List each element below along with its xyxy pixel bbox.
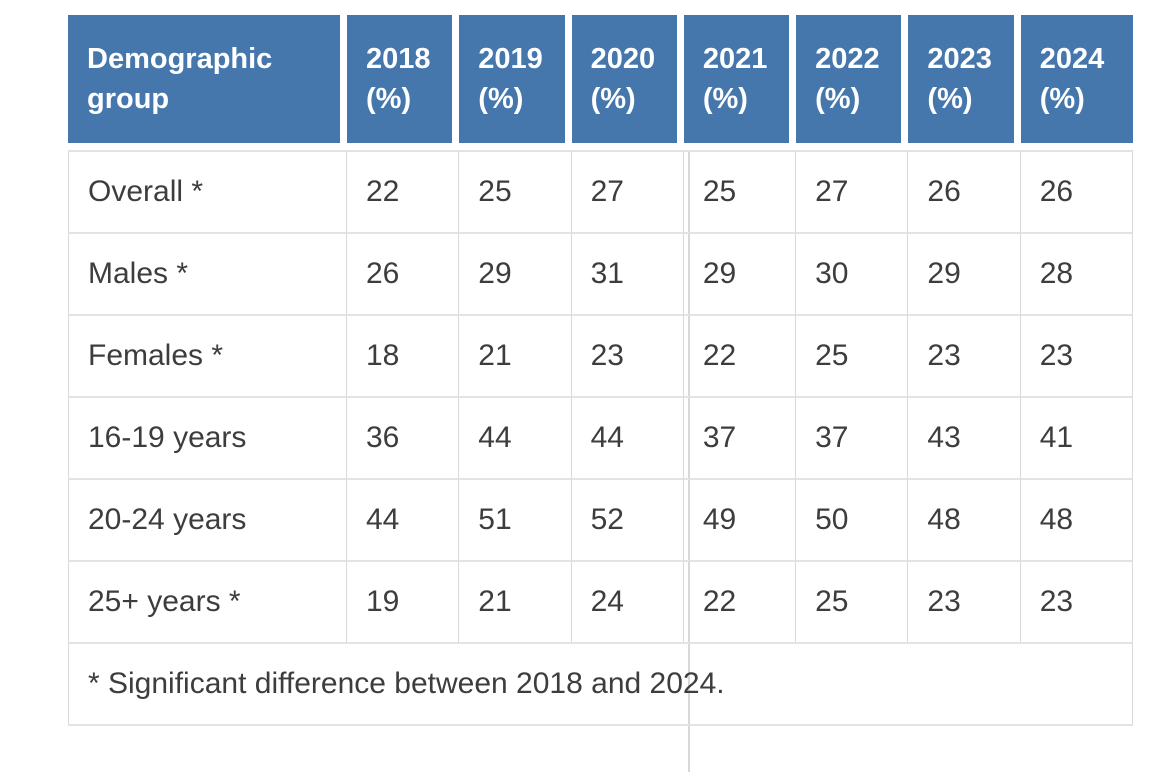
row-label: 20-24 years bbox=[68, 478, 347, 560]
cell-value: 24 bbox=[571, 560, 684, 642]
cell-value: 49 bbox=[683, 478, 797, 560]
table-row-20-24: 20-24 years 44 51 52 49 50 48 48 bbox=[68, 478, 1133, 560]
table-row-16-19: 16-19 years 36 44 44 37 37 43 41 bbox=[68, 396, 1133, 478]
cell-value: 31 bbox=[571, 232, 684, 314]
cell-value: 48 bbox=[908, 478, 1021, 560]
cell-value: 36 bbox=[347, 396, 460, 478]
cell-value: 22 bbox=[683, 314, 797, 396]
table-row-25plus: 25+ years * 19 21 24 22 25 23 23 bbox=[68, 560, 1133, 642]
row-label: Females * bbox=[68, 314, 347, 396]
cell-value: 25 bbox=[796, 560, 909, 642]
cell-value: 27 bbox=[796, 150, 909, 232]
cell-value: 52 bbox=[571, 478, 684, 560]
column-header-2021: 2021 (%) bbox=[683, 15, 797, 150]
cell-value: 23 bbox=[571, 314, 684, 396]
cell-value: 44 bbox=[459, 396, 572, 478]
cell-value: 18 bbox=[347, 314, 460, 396]
cell-value: 29 bbox=[908, 232, 1021, 314]
cell-value: 26 bbox=[347, 232, 460, 314]
cell-value: 29 bbox=[459, 232, 572, 314]
cell-value: 27 bbox=[571, 150, 684, 232]
cell-value: 44 bbox=[347, 478, 460, 560]
footnote: * Significant difference between 2018 an… bbox=[68, 642, 1133, 726]
cell-value: 26 bbox=[908, 150, 1021, 232]
cell-value: 37 bbox=[683, 396, 797, 478]
cell-value: 41 bbox=[1020, 396, 1133, 478]
row-label: 16-19 years bbox=[68, 396, 347, 478]
cell-value: 30 bbox=[796, 232, 909, 314]
cell-value: 21 bbox=[459, 314, 572, 396]
cell-value: 51 bbox=[459, 478, 572, 560]
table-row-overall: Overall * 22 25 27 25 27 26 26 bbox=[68, 150, 1133, 232]
cell-value: 23 bbox=[1020, 560, 1133, 642]
cell-value: 22 bbox=[683, 560, 797, 642]
page-column-divider bbox=[688, 15, 690, 772]
table-row-males: Males * 26 29 31 29 30 29 28 bbox=[68, 232, 1133, 314]
cell-value: 25 bbox=[459, 150, 572, 232]
cell-value: 43 bbox=[908, 396, 1021, 478]
row-label: Overall * bbox=[68, 150, 347, 232]
column-header-2018: 2018 (%) bbox=[347, 15, 460, 150]
cell-value: 21 bbox=[459, 560, 572, 642]
cell-value: 23 bbox=[1020, 314, 1133, 396]
cell-value: 22 bbox=[347, 150, 460, 232]
cell-value: 44 bbox=[571, 396, 684, 478]
column-header-2024: 2024 (%) bbox=[1020, 15, 1133, 150]
column-header-2019: 2019 (%) bbox=[459, 15, 572, 150]
column-header-2020: 2020 (%) bbox=[571, 15, 684, 150]
column-header-demographic-group: Demographic group bbox=[68, 15, 347, 150]
cell-value: 23 bbox=[908, 560, 1021, 642]
cell-value: 19 bbox=[347, 560, 460, 642]
cell-value: 50 bbox=[796, 478, 909, 560]
cell-value: 28 bbox=[1020, 232, 1133, 314]
cell-value: 48 bbox=[1020, 478, 1133, 560]
row-label: Males * bbox=[68, 232, 347, 314]
footnote-row: * Significant difference between 2018 an… bbox=[68, 642, 1133, 726]
column-header-2022: 2022 (%) bbox=[796, 15, 909, 150]
demographics-table: Demographic group 2018 (%) 2019 (%) 2020… bbox=[68, 15, 1133, 726]
cell-value: 23 bbox=[908, 314, 1021, 396]
header-row: Demographic group 2018 (%) 2019 (%) 2020… bbox=[68, 15, 1133, 150]
cell-value: 37 bbox=[796, 396, 909, 478]
cell-value: 26 bbox=[1020, 150, 1133, 232]
table-row-females: Females * 18 21 23 22 25 23 23 bbox=[68, 314, 1133, 396]
cell-value: 25 bbox=[796, 314, 909, 396]
cell-value: 25 bbox=[683, 150, 797, 232]
column-header-2023: 2023 (%) bbox=[908, 15, 1021, 150]
row-label: 25+ years * bbox=[68, 560, 347, 642]
cell-value: 29 bbox=[683, 232, 797, 314]
